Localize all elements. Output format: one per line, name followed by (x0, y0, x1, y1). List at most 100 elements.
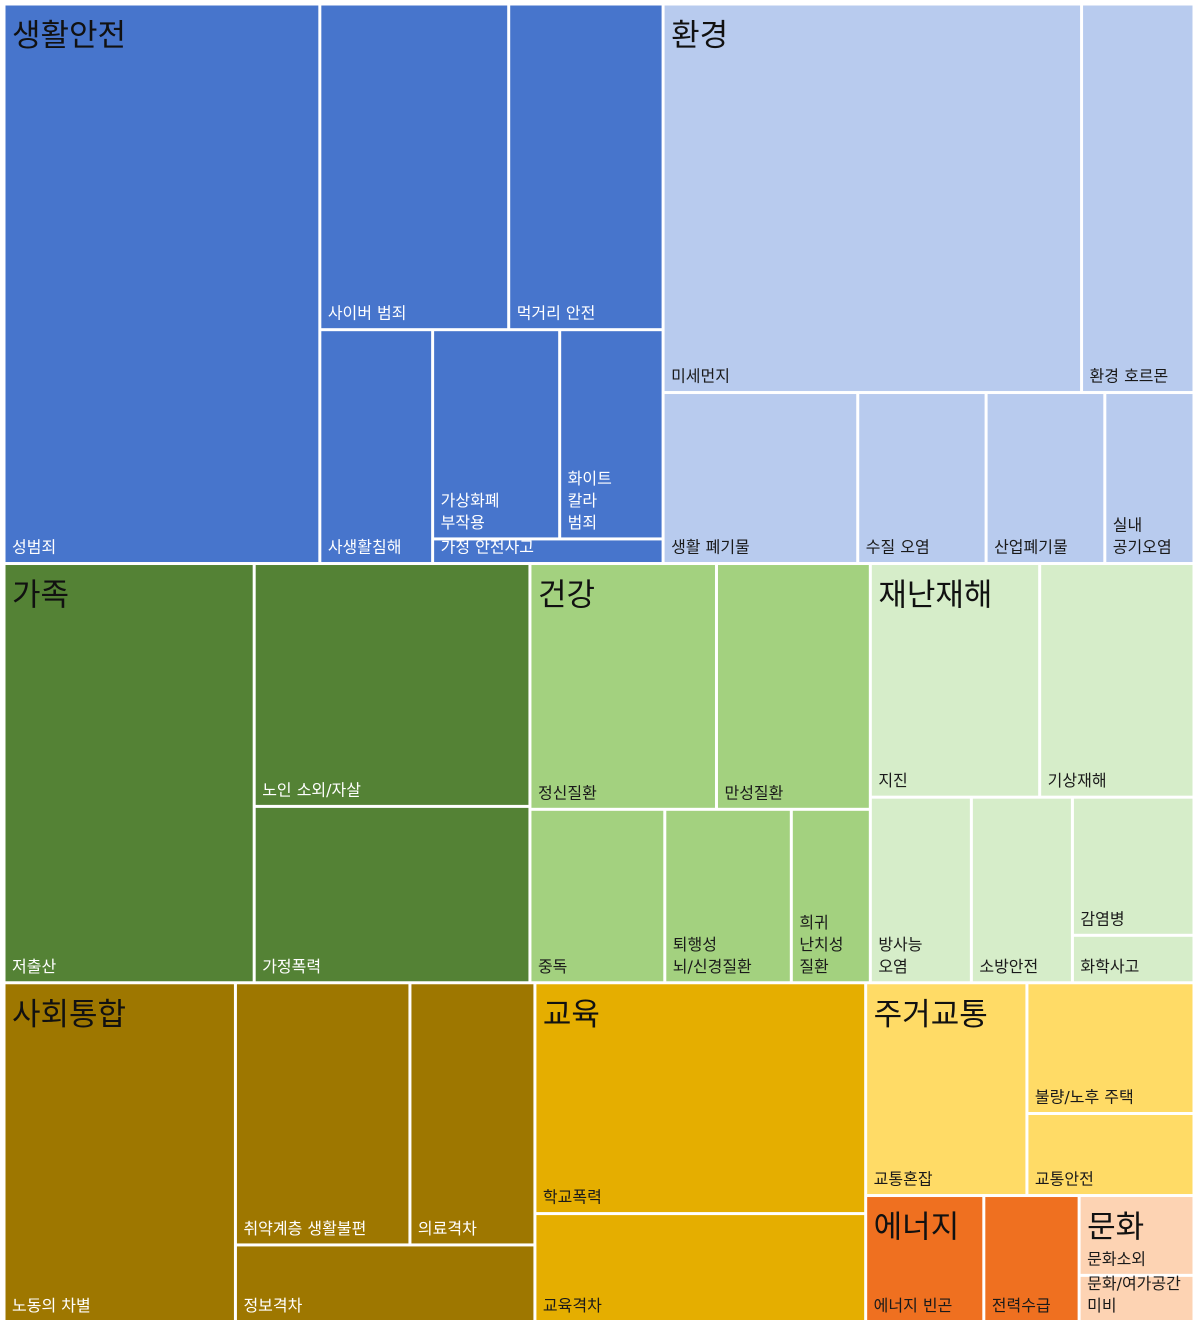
tile (717, 565, 869, 808)
tile (236, 984, 409, 1244)
tile (1080, 1276, 1193, 1320)
tile-label: 에너지 빈곤 (874, 1296, 953, 1315)
group: 에너지 빈곤 전력수급 에너지 (867, 1197, 1078, 1320)
tile-label: 산업폐기물 (994, 538, 1068, 557)
tile-label: 가상화폐 부작용 (441, 491, 500, 532)
tile (1028, 1115, 1193, 1195)
tile (1106, 394, 1193, 563)
tile-label: 사생활침해 (328, 538, 402, 557)
tile-label: 기상재해 (1048, 771, 1107, 790)
tile (1073, 798, 1193, 934)
tile (531, 565, 715, 808)
tile-label: 문화소외 (1087, 1249, 1146, 1268)
tile-label: 정보격차 (243, 1296, 302, 1315)
tile-label: 교통안전 (1035, 1170, 1094, 1189)
group-label: 건강 (538, 578, 595, 614)
tile (5, 5, 319, 563)
tile (536, 984, 865, 1213)
tile-label: 정신질환 (538, 783, 597, 802)
group-label: 환경 (671, 18, 728, 54)
tile (531, 810, 664, 982)
tile-label: 화학사고 (1080, 957, 1139, 976)
tile (321, 5, 508, 329)
tile (321, 331, 432, 563)
tile-label: 먹거리 안전 (517, 304, 596, 323)
tile-label: 지진 (878, 771, 907, 790)
tile-label: 방사능 오염 (878, 935, 922, 976)
tile (411, 984, 534, 1244)
tile-label: 문화/여가공간 미비 (1087, 1274, 1181, 1315)
tile (1073, 936, 1193, 982)
tile (867, 1197, 983, 1320)
tile-label: 희귀 난치성 질환 (799, 913, 843, 976)
tile-label: 중독 (538, 957, 567, 976)
tile-label: 환경 호르몬 (1090, 367, 1169, 386)
tile-label: 생활 폐기물 (671, 538, 750, 557)
tile (1041, 565, 1193, 796)
tile (871, 565, 1039, 796)
tile-label: 취약계층 생활불편 (243, 1219, 366, 1238)
group-label: 교육 (543, 997, 600, 1033)
tile-label: 노동의 차별 (12, 1296, 91, 1315)
group-label: 주거교통 (874, 997, 988, 1033)
tile (5, 984, 234, 1320)
tile-label: 교육격차 (543, 1296, 602, 1315)
tile-label: 실내 공기오염 (1113, 516, 1172, 557)
tile-label: 성범죄 (12, 538, 56, 557)
tile-label: 의료격차 (418, 1219, 477, 1238)
tile (666, 810, 790, 982)
tile-label: 소방안전 (979, 957, 1038, 976)
tile (664, 394, 857, 563)
tile-label: 감염병 (1080, 909, 1124, 928)
tile-label: 가정 안전사고 (441, 538, 534, 557)
tile (255, 565, 529, 805)
tile-label: 학교폭력 (543, 1188, 602, 1207)
tile-label: 사이버 범죄 (328, 304, 407, 323)
tile-label: 교통혼잡 (874, 1170, 933, 1189)
tile (536, 1215, 865, 1320)
tile-label: 수질 오염 (866, 538, 930, 557)
tile-label: 전력수급 (992, 1296, 1051, 1315)
tile (792, 810, 869, 982)
tile (255, 807, 529, 982)
tile (871, 798, 970, 982)
tile (5, 565, 253, 982)
group-label: 재난재해 (878, 578, 992, 614)
tile (510, 5, 662, 329)
group-label: 생활안전 (12, 18, 126, 54)
tile-label: 노인 소외/자살 (262, 780, 361, 799)
tile (434, 331, 559, 538)
tile (1083, 5, 1193, 392)
group-label: 에너지 (874, 1210, 960, 1246)
tile (236, 1246, 534, 1320)
tile (985, 1197, 1078, 1320)
tile (664, 5, 1081, 392)
tile-label: 화이트 칼라 범죄 (568, 469, 612, 532)
tile-label: 미세먼지 (671, 367, 730, 386)
tile (434, 540, 662, 563)
tile-label: 불량/노후 주택 (1035, 1088, 1134, 1107)
tile (561, 331, 662, 538)
tile-label: 가정폭력 (262, 957, 321, 976)
tile-label: 만성질환 (724, 783, 783, 802)
tile (972, 798, 1071, 982)
tile (1080, 1197, 1193, 1274)
tile (859, 394, 985, 563)
tile (1028, 984, 1193, 1113)
group-label: 사회통합 (12, 997, 126, 1033)
tile (987, 394, 1104, 563)
tile-label: 저출산 (12, 957, 56, 976)
group-label: 문화 (1087, 1210, 1144, 1246)
group-label: 가족 (12, 578, 69, 614)
tile (867, 984, 1026, 1195)
